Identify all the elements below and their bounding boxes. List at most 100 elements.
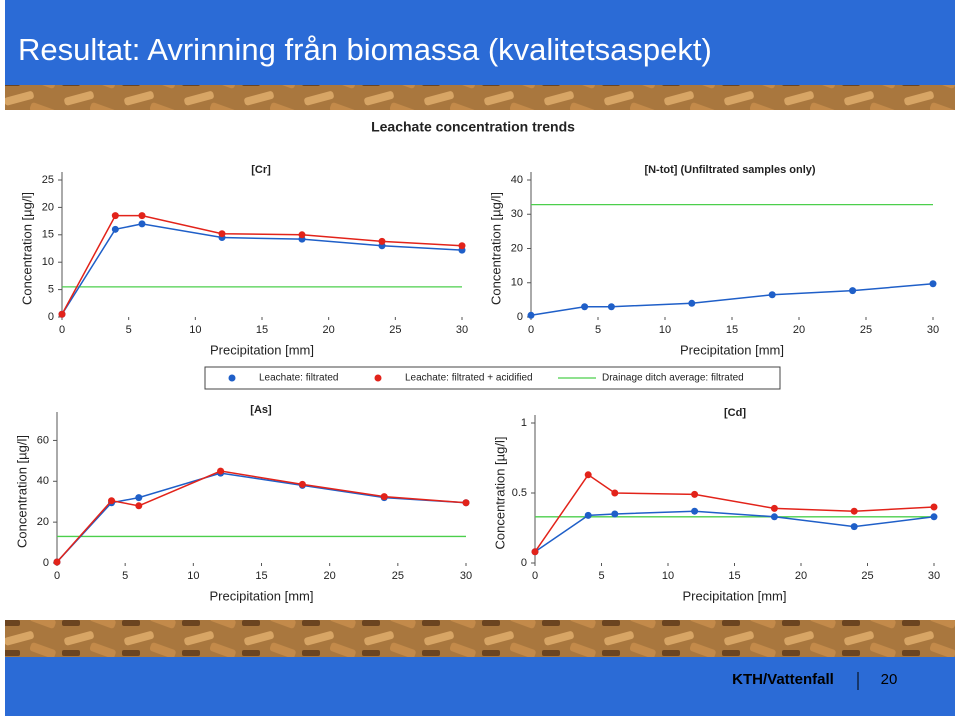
y-tick-label: 1 <box>521 417 527 429</box>
data-point <box>58 310 66 318</box>
y-tick-label: 5 <box>48 284 54 296</box>
x-tick-label: 0 <box>532 570 538 582</box>
x-tick-label: 15 <box>728 570 740 582</box>
data-point <box>768 291 776 299</box>
chart-subtitle: [Cd] <box>724 407 746 419</box>
y-tick-label: 10 <box>42 256 54 268</box>
legend-label: Leachate: filtrated + acidified <box>405 373 533 384</box>
y-tick-label: 0 <box>48 311 54 323</box>
x-tick-label: 10 <box>187 570 199 582</box>
x-tick-label: 5 <box>122 570 128 582</box>
x-tick-label: 20 <box>324 570 336 582</box>
data-point <box>584 511 592 519</box>
data-point <box>135 494 143 502</box>
y-axis-label: Concentration [µg/l] <box>14 435 29 548</box>
data-point <box>135 502 143 510</box>
x-tick-label: 30 <box>460 570 472 582</box>
data-point <box>770 504 778 512</box>
data-point <box>138 220 146 228</box>
x-tick-label: 30 <box>927 324 939 336</box>
y-tick-label: 20 <box>42 201 54 213</box>
footer-text: KTH/Vattenfall <box>732 671 834 688</box>
y-tick-label: 25 <box>42 174 54 186</box>
data-point <box>581 303 589 311</box>
data-point <box>462 499 470 507</box>
data-point <box>607 303 615 311</box>
legend-marker <box>228 374 236 382</box>
x-tick-label: 5 <box>595 324 601 336</box>
x-tick-label: 30 <box>928 570 940 582</box>
x-tick-label: 30 <box>456 324 468 336</box>
x-tick-label: 5 <box>598 570 604 582</box>
data-point <box>218 230 226 238</box>
y-tick-label: 40 <box>511 174 523 186</box>
legend-marker <box>374 374 382 382</box>
data-point <box>611 510 619 518</box>
x-axis-label: Precipitation [mm] <box>680 342 784 357</box>
page-number: 20 <box>881 671 898 688</box>
x-tick-label: 20 <box>323 324 335 336</box>
y-tick-label: 20 <box>511 242 523 254</box>
x-axis-label: Precipitation [mm] <box>209 588 313 603</box>
data-point <box>378 237 386 245</box>
data-point <box>108 497 116 505</box>
y-tick-label: 20 <box>37 516 49 528</box>
x-tick-label: 5 <box>126 324 132 336</box>
y-tick-label: 0 <box>43 557 49 569</box>
x-axis-label: Precipitation [mm] <box>682 588 786 603</box>
x-tick-label: 20 <box>795 570 807 582</box>
chart-subtitle: [N-tot] (Unfiltrated samples only) <box>644 164 815 176</box>
series <box>531 471 938 556</box>
y-axis-label: Concentration [µg/l] <box>19 192 34 305</box>
data-point <box>298 231 306 239</box>
y-tick-label: 60 <box>37 434 49 446</box>
data-point <box>691 507 699 515</box>
legend-label: Leachate: filtrated <box>259 373 339 384</box>
x-tick-label: 15 <box>726 324 738 336</box>
data-point <box>770 513 778 521</box>
x-tick-label: 0 <box>54 570 60 582</box>
x-axis-label: Precipitation [mm] <box>210 342 314 357</box>
data-point <box>850 523 858 531</box>
series <box>58 212 466 318</box>
x-tick-label: 25 <box>861 570 873 582</box>
data-point <box>138 212 146 220</box>
data-point <box>929 280 937 288</box>
figure-panel <box>5 110 955 620</box>
chart-subtitle: [Cr] <box>251 164 271 176</box>
data-point <box>930 503 938 511</box>
data-point <box>217 467 225 475</box>
data-point <box>688 299 696 307</box>
legend-label: Drainage ditch average: filtrated <box>602 373 744 384</box>
data-point <box>691 490 699 498</box>
data-point <box>611 489 619 497</box>
x-tick-label: 20 <box>793 324 805 336</box>
y-tick-label: 0 <box>517 311 523 323</box>
y-tick-label: 30 <box>511 208 523 220</box>
legend-box <box>204 366 781 390</box>
data-point <box>584 471 592 479</box>
y-tick-label: 15 <box>42 229 54 241</box>
y-tick-label: 0 <box>521 557 527 569</box>
x-tick-label: 15 <box>256 324 268 336</box>
data-point <box>930 513 938 521</box>
data-point <box>111 212 119 220</box>
x-tick-label: 10 <box>662 570 674 582</box>
data-point <box>850 507 858 515</box>
y-tick-label: 0.5 <box>512 487 527 499</box>
x-tick-label: 0 <box>528 324 534 336</box>
data-point <box>53 558 61 566</box>
header-band <box>5 0 955 85</box>
figure-title: Leachate concentration trends <box>371 119 575 135</box>
y-axis-label: Concentration [µg/l] <box>488 192 503 305</box>
slide-title: Resultat: Avrinning från biomassa (kvali… <box>18 32 712 67</box>
y-axis-label: Concentration [µg/l] <box>492 437 507 550</box>
y-tick-label: 10 <box>511 277 523 289</box>
y-tick-label: 40 <box>37 475 49 487</box>
x-tick-label: 25 <box>392 570 404 582</box>
data-point <box>527 311 535 319</box>
x-tick-label: 10 <box>659 324 671 336</box>
x-tick-label: 0 <box>59 324 65 336</box>
x-tick-label: 10 <box>189 324 201 336</box>
x-tick-label: 15 <box>255 570 267 582</box>
